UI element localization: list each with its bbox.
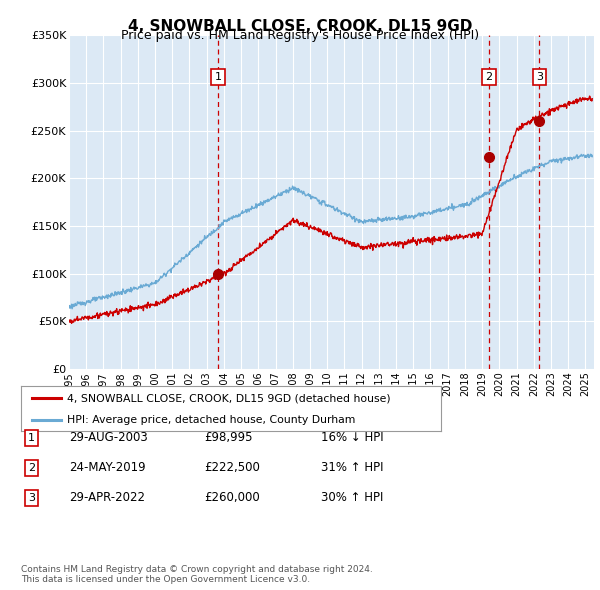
- Text: 24-MAY-2019: 24-MAY-2019: [69, 461, 146, 474]
- Text: 2: 2: [28, 463, 35, 473]
- Text: Price paid vs. HM Land Registry's House Price Index (HPI): Price paid vs. HM Land Registry's House …: [121, 30, 479, 42]
- Text: £260,000: £260,000: [204, 491, 260, 504]
- Text: 4, SNOWBALL CLOSE, CROOK, DL15 9GD (detached house): 4, SNOWBALL CLOSE, CROOK, DL15 9GD (deta…: [67, 394, 391, 404]
- Text: 2: 2: [485, 72, 493, 82]
- Text: 3: 3: [536, 72, 543, 82]
- Text: HPI: Average price, detached house, County Durham: HPI: Average price, detached house, Coun…: [67, 415, 356, 425]
- Text: 1: 1: [28, 433, 35, 442]
- Text: 29-APR-2022: 29-APR-2022: [69, 491, 145, 504]
- Text: 4, SNOWBALL CLOSE, CROOK, DL15 9GD: 4, SNOWBALL CLOSE, CROOK, DL15 9GD: [128, 19, 472, 34]
- Text: 1: 1: [215, 72, 221, 82]
- Text: 3: 3: [28, 493, 35, 503]
- Text: 31% ↑ HPI: 31% ↑ HPI: [321, 461, 383, 474]
- Text: 29-AUG-2003: 29-AUG-2003: [69, 431, 148, 444]
- Text: 30% ↑ HPI: 30% ↑ HPI: [321, 491, 383, 504]
- Text: £222,500: £222,500: [204, 461, 260, 474]
- Text: £98,995: £98,995: [204, 431, 253, 444]
- Text: 16% ↓ HPI: 16% ↓ HPI: [321, 431, 383, 444]
- Text: Contains HM Land Registry data © Crown copyright and database right 2024.
This d: Contains HM Land Registry data © Crown c…: [21, 565, 373, 584]
